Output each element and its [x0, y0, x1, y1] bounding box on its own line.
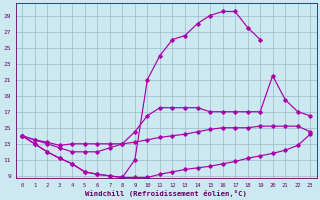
- X-axis label: Windchill (Refroidissement éolien,°C): Windchill (Refroidissement éolien,°C): [85, 190, 247, 197]
